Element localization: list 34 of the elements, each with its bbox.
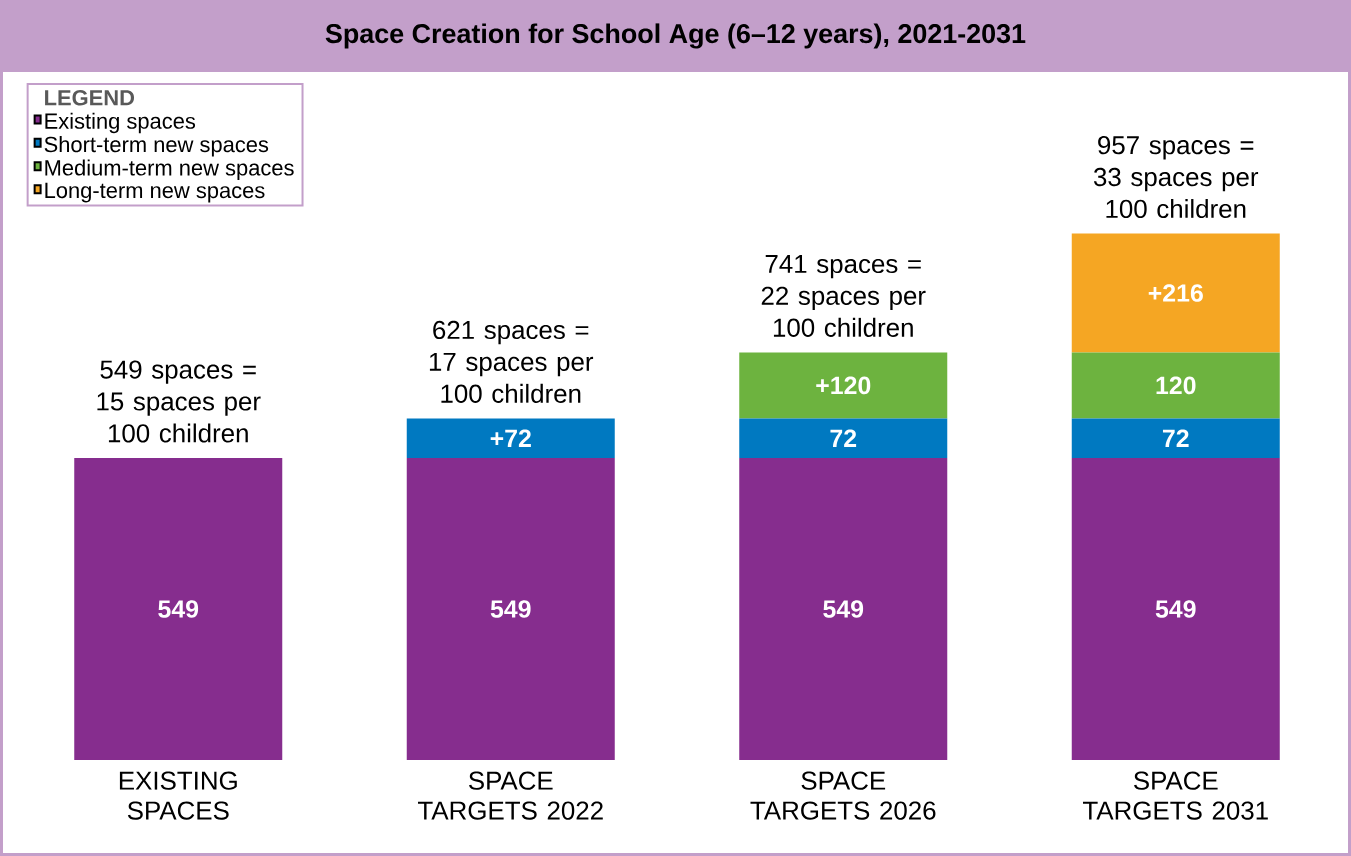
data-label: 72 (830, 429, 857, 447)
data-label: 72 (1162, 429, 1189, 447)
total-label: 741 spaces = 22 spaces per 100 children (761, 255, 926, 337)
data-label: 549 (1155, 600, 1196, 618)
data-label: 549 (823, 600, 864, 618)
x-tick-label: SPACE TARGETS 2031 (1083, 771, 1268, 820)
bar (739, 458, 948, 760)
legend-label: Short-term new spaces (44, 136, 269, 157)
x-tick-label: EXISTING SPACES (119, 771, 237, 820)
x-tick-label: SPACE TARGETS 2026 (750, 771, 936, 820)
data-label: 120 (1156, 376, 1196, 395)
x-tick-label: SPACE TARGETS 2022 (418, 771, 603, 820)
legend-label: Existing spaces (45, 112, 196, 134)
bar (1071, 352, 1280, 419)
data-label: +72 (490, 429, 531, 447)
bar (1071, 458, 1280, 760)
data-label: 549 (158, 600, 199, 618)
legend-label: Medium-term new spaces (45, 159, 294, 180)
data-label: +216 (1148, 284, 1203, 302)
data-label: 549 (490, 600, 531, 618)
chart-title: Space Creation for School Age (6–12 years), 2021-2031 (325, 23, 1026, 49)
total-label: 621 spaces = 17 spaces per 100 children (429, 320, 594, 403)
bar (739, 352, 948, 419)
bar (1071, 233, 1280, 353)
legend-title: LEGEND (45, 89, 135, 106)
bar (406, 418, 615, 459)
bar (74, 458, 283, 760)
total-label: 549 spaces = 15 spaces per 100 children (97, 360, 261, 443)
legend-label: Long-term new spaces (45, 182, 265, 203)
bar (739, 418, 948, 459)
bar (1071, 418, 1280, 459)
total-label: 957 spaces = 33 spaces per 100 children (1093, 135, 1259, 219)
bar (406, 458, 615, 760)
data-label: +120 (816, 376, 871, 395)
